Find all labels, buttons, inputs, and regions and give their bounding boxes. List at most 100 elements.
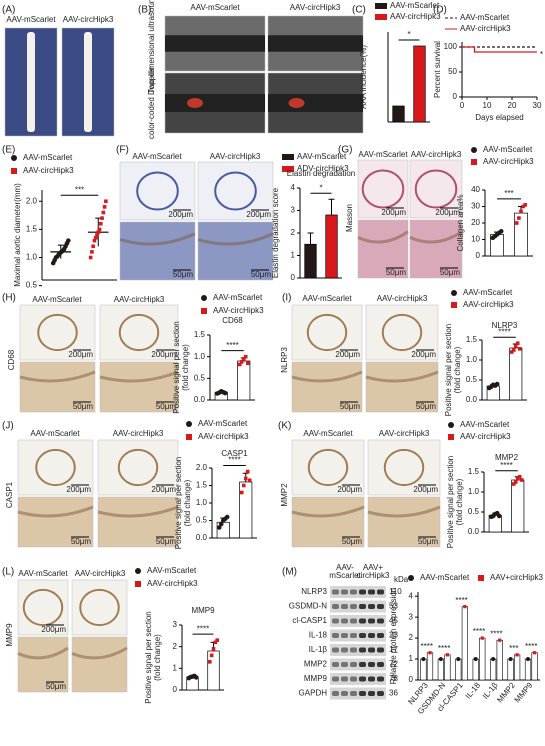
bar — [496, 639, 503, 681]
cross-section — [79, 588, 120, 627]
bar — [524, 658, 532, 681]
cross-section — [306, 313, 348, 352]
blot-strip — [330, 600, 386, 613]
y-axis-label: Percent survival — [433, 41, 442, 98]
data-point — [88, 255, 93, 260]
significance: **** — [438, 644, 450, 653]
cross-section — [307, 448, 349, 487]
vessel — [165, 35, 265, 52]
band — [350, 691, 357, 696]
scale-label: 50μm — [340, 402, 361, 411]
y-axis-label: Maximal aortic diameter(mm) — [13, 183, 22, 287]
band — [341, 676, 348, 682]
caption: AAV-mScarlet — [132, 152, 182, 161]
x-tick-label: 20 — [508, 101, 517, 110]
significance: *** — [504, 189, 513, 198]
y-tick-label: 0.0 — [196, 533, 208, 542]
data-point — [519, 209, 523, 214]
y-tick-label: 0.5 — [26, 281, 38, 290]
bar — [479, 637, 486, 681]
significance: * — [407, 30, 410, 39]
significance: *** — [509, 644, 518, 653]
band — [368, 647, 375, 653]
x-tick-label: 10 — [483, 101, 492, 110]
caption: AAV-mScarlet — [32, 295, 82, 304]
bar-dot — [515, 653, 519, 657]
blot-label: GAPDH — [299, 689, 328, 698]
band — [359, 691, 366, 696]
y-axis-label: Relative protein expression — [389, 588, 398, 685]
bar — [237, 360, 251, 401]
y-axis-label: (fold change) — [183, 479, 192, 526]
blot-kda: 72 — [389, 660, 398, 669]
caption: AAV-mScarlet — [6, 15, 56, 24]
bar — [507, 658, 514, 681]
side-label: CASP1 — [5, 481, 14, 508]
blot-kda: 45 — [389, 616, 398, 625]
band — [377, 676, 384, 682]
band — [332, 633, 339, 638]
band — [359, 633, 366, 638]
y-tick-label: 2 — [409, 633, 414, 642]
bar — [509, 347, 523, 401]
y-tick-label: 1.5 — [26, 224, 38, 233]
y-tick-label: 0.5 — [196, 516, 208, 525]
blot-kda: 23 — [389, 631, 398, 640]
band — [368, 604, 375, 609]
data-point — [245, 361, 250, 365]
y-axis-label: Positive signal per section — [144, 611, 153, 704]
legend-label: AAV-mScarlet — [390, 1, 440, 10]
tissue — [19, 370, 96, 383]
band — [350, 676, 357, 682]
chart-title: Elastin degradation — [287, 169, 356, 178]
y-tick-label: 1 — [409, 654, 414, 663]
blot-label: IL-1β — [309, 645, 328, 654]
legend-swatch — [375, 14, 387, 20]
data-point — [515, 341, 520, 345]
kda-header: kDa — [394, 575, 409, 584]
bar-dot — [525, 656, 531, 662]
image — [99, 361, 179, 413]
y-axis-label: (fold change) — [181, 344, 190, 391]
significance: **** — [490, 629, 502, 638]
legend-label: AAV-circHipk3 — [147, 579, 198, 588]
data-point — [92, 238, 97, 243]
y-tick-label: 0 — [453, 92, 458, 101]
cross-section — [381, 313, 423, 352]
data-point — [193, 675, 199, 680]
band — [377, 618, 384, 624]
y-tick-label: 1 — [291, 251, 296, 260]
y-tick-label: 100 — [444, 42, 458, 51]
data-point — [93, 236, 98, 240]
data-point — [209, 653, 214, 658]
tissue — [99, 370, 179, 383]
bar — [325, 214, 338, 279]
panel-label: (C) — [352, 5, 366, 16]
y-tick-label: 40 — [471, 185, 480, 194]
panel-label: (J) — [2, 421, 14, 432]
legend-label: AAV-circHipk3 — [460, 24, 511, 33]
data-point — [494, 381, 500, 387]
bar-dot — [532, 651, 537, 655]
legend-label: AAV-circHipk3 — [463, 300, 514, 309]
blot-kda: 53 — [389, 602, 398, 611]
band — [359, 676, 366, 682]
data-point — [104, 199, 108, 204]
caption: AAV-circHipk3 — [377, 294, 428, 303]
band — [332, 691, 339, 696]
scale-label: 50μm — [440, 268, 461, 277]
band — [341, 589, 348, 595]
band — [377, 604, 384, 609]
image — [97, 496, 179, 548]
scale-label: 200μm — [66, 485, 91, 494]
caption: AAV-mScarlet — [358, 150, 408, 159]
panel-label: (K) — [278, 421, 291, 432]
legend-label: AAV-mScarlet — [460, 420, 510, 429]
band — [359, 662, 366, 667]
band — [359, 589, 366, 595]
band — [341, 633, 348, 638]
data-point — [514, 221, 519, 225]
blot-label: IL-18 — [309, 631, 328, 640]
scale-label: 200μm — [151, 485, 176, 494]
side-label: Masson — [345, 204, 354, 232]
